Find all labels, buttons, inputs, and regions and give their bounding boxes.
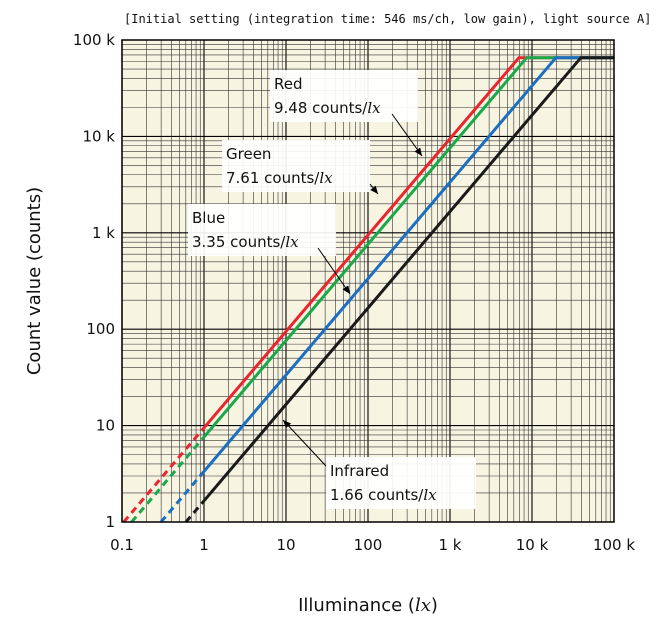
series-name-label: Red — [274, 75, 303, 93]
annotation-arrowhead — [283, 420, 292, 429]
series-infrared-line — [202, 56, 614, 502]
annotation-green: Green 7.61 counts/lx — [222, 140, 379, 195]
sensitivity-label: 3.35 counts/lx — [192, 233, 299, 251]
series-name-label: Blue — [192, 209, 225, 227]
series-name-label: Green — [226, 145, 271, 163]
x-tick-label: 10 k — [516, 536, 549, 554]
sensitivity-label: 9.48 counts/lx — [274, 99, 381, 117]
sensitivity-value: 9.48 counts/ — [274, 99, 368, 117]
y-tick-labels: 1 10 100 1 k 10 k 100 k — [73, 31, 115, 531]
x-tick-label: 1 — [199, 536, 209, 554]
annotation-infrared: Infrared 1.66 counts/lx — [282, 419, 476, 509]
annotation-arrowhead — [370, 185, 378, 194]
sensitivity-label: 1.66 counts/lx — [330, 486, 437, 504]
annotation-arrowhead — [342, 285, 350, 294]
y-tick-label: 10 — [96, 417, 115, 435]
sensitivity-value: 3.35 counts/ — [192, 233, 286, 251]
sensitivity-unit: lx — [367, 99, 381, 117]
y-tick-label: 10 k — [82, 127, 115, 145]
y-tick-label: 100 k — [73, 31, 115, 49]
annotation-box — [188, 204, 336, 256]
sensitivity-unit: lx — [319, 169, 333, 187]
sensitivity-unit: lx — [285, 233, 299, 251]
series-red-dashed — [122, 426, 206, 523]
sensitivity-unit: lx — [423, 486, 437, 504]
x-tick-label: 100 — [354, 536, 383, 554]
x-tick-label: 10 — [276, 536, 295, 554]
annotation-red: Red 9.48 counts/lx — [270, 70, 423, 157]
sensitivity-label: 7.61 counts/lx — [226, 169, 333, 187]
x-tick-label: 100 k — [593, 536, 635, 554]
chart-title: [Initial setting (integration time: 546 … — [124, 12, 651, 26]
series-infrared-dashed — [184, 499, 206, 523]
annotation-box — [270, 70, 418, 122]
annotation-box — [222, 140, 370, 192]
x-tick-label: 1 k — [439, 536, 462, 554]
annotation-blue: Blue 3.35 counts/lx — [188, 204, 351, 295]
series-green-dashed — [130, 436, 206, 523]
plot-frame — [121, 39, 615, 523]
sensitivity-value: 1.66 counts/ — [330, 486, 424, 504]
series-name-label: Infrared — [330, 462, 389, 480]
x-tick-label: 0.1 — [110, 536, 134, 554]
annotation-leader — [317, 247, 351, 295]
x-tick-labels: 0.1 1 10 100 1 k 10 k 100 k — [110, 536, 635, 554]
x-axis-label: Illuminance (lx) — [298, 595, 438, 616]
y-tick-label: 1 — [105, 513, 115, 531]
annotation-leader — [391, 113, 423, 157]
y-tick-label: 1 k — [92, 224, 115, 242]
series-lines — [122, 56, 614, 523]
annotation-leader — [282, 419, 327, 467]
y-axis-label: Count value (counts) — [24, 187, 45, 375]
annotation-box — [326, 457, 476, 509]
annotation-arrowhead — [414, 147, 422, 156]
y-tick-label: 100 — [86, 320, 115, 338]
sensitivity-value: 7.61 counts/ — [226, 169, 320, 187]
